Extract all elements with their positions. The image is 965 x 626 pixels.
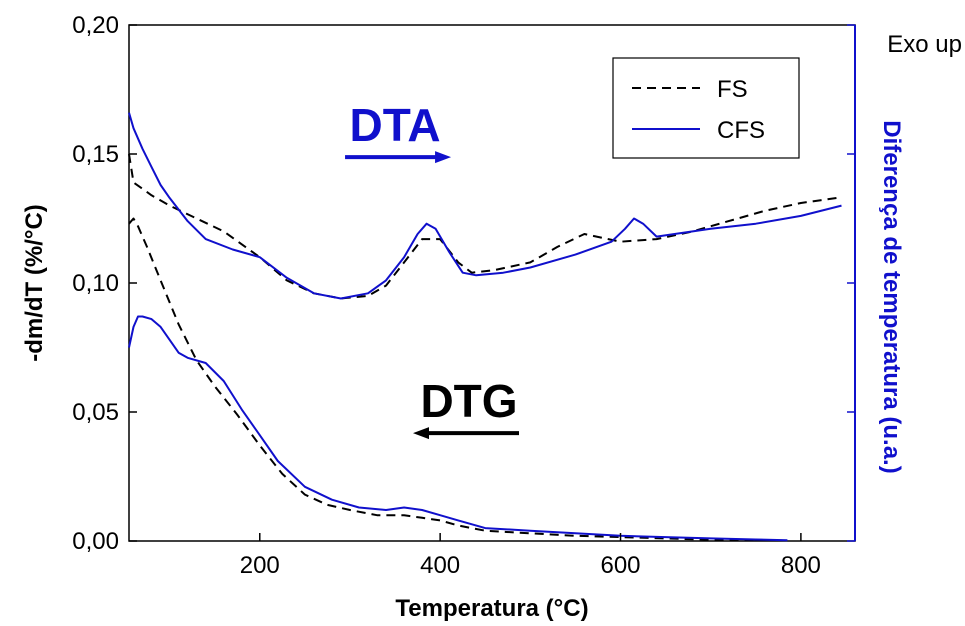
- series-layer: [128, 112, 842, 542]
- legend: FS CFS: [612, 57, 800, 159]
- legend-box: [612, 57, 800, 159]
- x-tick-label-800: 800: [781, 552, 821, 579]
- exo-up-note: Exo up: [887, 31, 962, 58]
- annotation-arrowhead-dtg: [413, 427, 430, 440]
- y-tick-label-0: 0,00: [72, 528, 119, 555]
- series-dta-fs: [128, 153, 838, 300]
- y-tick-label-4: 0,20: [72, 12, 119, 39]
- series-dtg-fs: [128, 217, 788, 542]
- y2-axis-title: Diferença de temperatura (u.a.): [878, 120, 905, 473]
- annotation-dta: DTA: [349, 99, 440, 151]
- x-tick-label-600: 600: [600, 552, 640, 579]
- y-axis-title: -dm/dT (%/°C): [21, 204, 48, 362]
- y-tick-label-2: 0,10: [72, 270, 119, 297]
- series-dta-cfs: [128, 112, 842, 300]
- annotation-arrowhead-dta: [435, 151, 452, 164]
- ticks-layer: 200 400 600 800 0,00 0,05 0,10 0,15 0,20: [72, 12, 855, 579]
- annotation-layer: DTA DTG: [345, 99, 520, 440]
- y-tick-label-1: 0,05: [72, 399, 119, 426]
- x-tick-label-400: 400: [420, 552, 460, 579]
- x-tick-label-200: 200: [240, 552, 280, 579]
- x-axis-title: Temperatura (°C): [395, 595, 588, 622]
- plot-area: 200 400 600 800 0,00 0,05 0,10 0,15 0,20 DTA DTG: [72, 12, 856, 579]
- annotation-dtg: DTG: [420, 375, 517, 427]
- legend-label-fs: FS: [717, 76, 748, 103]
- series-dtg-cfs: [128, 315, 788, 542]
- y-tick-label-3: 0,15: [72, 141, 119, 168]
- legend-label-cfs: CFS: [717, 117, 765, 144]
